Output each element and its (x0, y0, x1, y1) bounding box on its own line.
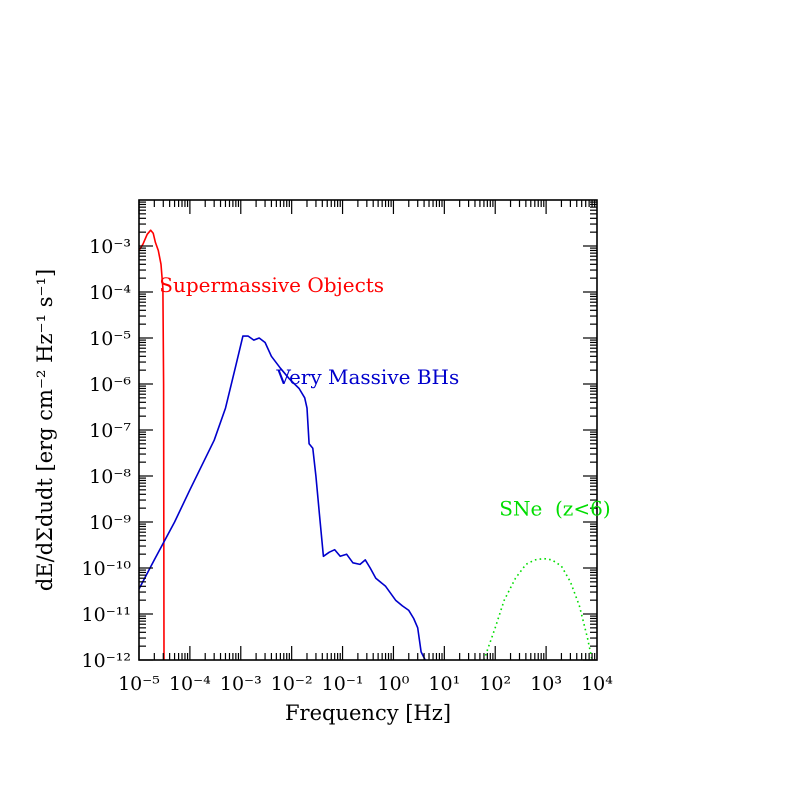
x-tick-label: 10³ (530, 673, 562, 695)
y-tick-label: 10⁻⁶ (89, 374, 131, 396)
labels-layer: 10⁻⁵ 10⁻⁴ 10⁻³ 10⁻² 10⁻¹ 10⁰ 10¹ 10² 10³ 10⁴ 10⁻³ 1… (82, 236, 614, 695)
series-label-supermassive-objects: Supermassive Objects (159, 273, 384, 297)
x-tick-label: 10⁻⁵ (118, 673, 160, 695)
y-tick-label: 10⁻⁸ (89, 466, 131, 488)
y-tick-label: 10⁻³ (89, 236, 131, 258)
x-tick-label: 10⁻³ (220, 673, 262, 695)
y-tick-label: 10⁻¹¹ (82, 604, 131, 626)
y-tick-label: 10⁻⁷ (89, 420, 131, 442)
x-tick-label: 10⁻⁴ (169, 673, 211, 695)
y-tick-label: 10⁻⁹ (89, 512, 131, 534)
x-tick-label: 10⁴ (581, 673, 613, 695)
y-tick-label: 10⁻¹² (82, 650, 131, 672)
y-tick-label: 10⁻⁴ (89, 282, 131, 304)
x-tick-label: 10¹ (428, 673, 460, 695)
series-line-supermassive-objects (139, 229, 165, 660)
x-tick-label: 10⁻¹ (322, 673, 364, 695)
series-line-very-massive-bhs (139, 335, 426, 660)
plot-frame (138, 199, 598, 661)
series-line-sne-z-6 (483, 557, 593, 660)
x-axis-label: Frequency [Hz] (285, 701, 451, 725)
y-tick-label: 10⁻¹⁰ (82, 558, 132, 580)
y-tick-label: 10⁻⁵ (89, 328, 131, 350)
series-layer (139, 229, 593, 660)
x-tick-label: 10² (479, 673, 511, 695)
x-tick-label: 10⁻² (271, 673, 313, 695)
y-axis-label: dE/dΣdudt [erg cm⁻² Hz⁻¹ s⁻¹] (33, 269, 57, 591)
x-tick-label: 10⁰ (378, 673, 410, 695)
series-label-very-massive-bhs: Very Massive BHs (275, 365, 459, 389)
ticks-layer (138, 200, 597, 661)
series-label-sne-z-6: SNe (z<6) (499, 496, 610, 520)
